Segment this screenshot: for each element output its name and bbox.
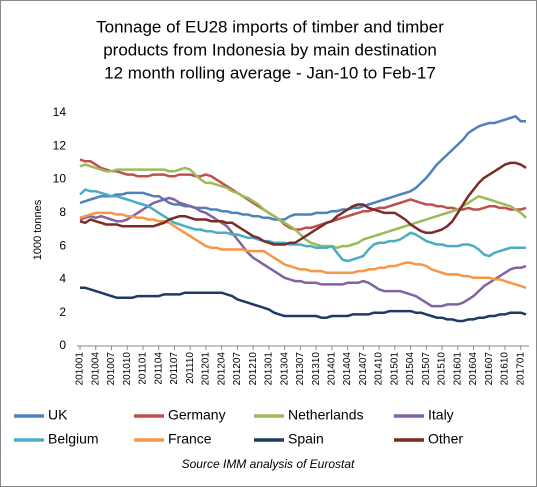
legend-label: Belgium	[48, 431, 99, 447]
chart-title: Tonnage of EU28 imports of timber and ti…	[96, 17, 444, 36]
y-tick-label: 12	[53, 138, 67, 152]
x-tick-label: 201101	[138, 352, 149, 385]
x-tick-label: 201507	[421, 352, 432, 386]
legend-label: Germany	[168, 407, 226, 423]
series-line	[79, 188, 526, 263]
x-tick-label: 201201	[201, 352, 212, 386]
series-line	[79, 115, 526, 221]
y-tick-label: 10	[53, 172, 67, 186]
legend-label: UK	[48, 407, 68, 423]
x-tick-label: 201307	[295, 352, 306, 386]
x-tick-label: 201701	[515, 352, 526, 386]
y-axis-label: 1000 tonnes	[32, 199, 44, 260]
y-tick-label: 6	[59, 238, 66, 252]
y-tick-label: 4	[59, 272, 66, 286]
x-tick-label: 201601	[452, 352, 463, 386]
series-line	[79, 158, 527, 231]
x-tick-label: 201407	[358, 352, 369, 386]
x-tick-label: 201401	[326, 352, 337, 386]
x-tick-label: 201104	[153, 352, 164, 385]
x-tick-label: 201107	[169, 352, 180, 385]
chart-title: products from Indonesia by main destinat…	[103, 40, 437, 59]
x-tick-label: 201301	[264, 352, 275, 386]
x-tick-label: 201110	[185, 352, 196, 384]
x-tick-label: 201604	[468, 352, 479, 386]
x-tick-label: 201007	[106, 352, 117, 386]
x-tick-label: 201210	[248, 352, 259, 386]
y-tick-label: 8	[59, 205, 66, 219]
x-tick-label: 201001	[75, 352, 86, 386]
x-tick-label: 201504	[405, 352, 416, 386]
x-tick-label: 201501	[389, 352, 400, 386]
x-tick-label: 201004	[90, 352, 101, 386]
legend-label: France	[168, 431, 212, 447]
x-tick-label: 201310	[311, 352, 322, 386]
source: Source IMM analysis of Eurostat	[182, 457, 355, 471]
series-line	[79, 161, 527, 246]
series-line	[79, 196, 527, 308]
x-tick-label: 201304	[279, 352, 290, 386]
series-line	[79, 211, 527, 289]
legend-label: Other	[428, 431, 463, 447]
x-tick-label: 201610	[500, 352, 511, 386]
legend-label: Spain	[288, 431, 324, 447]
y-tick-label: 0	[59, 338, 66, 352]
x-tick-label: 201607	[484, 352, 495, 386]
series-line	[80, 286, 527, 323]
x-tick-label: 201207	[232, 352, 243, 386]
legend-label: Netherlands	[288, 407, 364, 423]
chart-title: 12 month rolling average - Jan-10 to Feb…	[104, 63, 436, 82]
x-tick-label: 201510	[437, 352, 448, 386]
y-tick-label: 2	[59, 305, 66, 319]
x-tick-label: 201010	[122, 352, 133, 386]
x-tick-label: 201410	[374, 352, 385, 386]
x-tick-label: 201204	[216, 352, 227, 386]
legend-label: Italy	[428, 407, 454, 423]
x-tick-label: 201404	[342, 352, 353, 386]
y-tick-label: 14	[53, 105, 67, 119]
